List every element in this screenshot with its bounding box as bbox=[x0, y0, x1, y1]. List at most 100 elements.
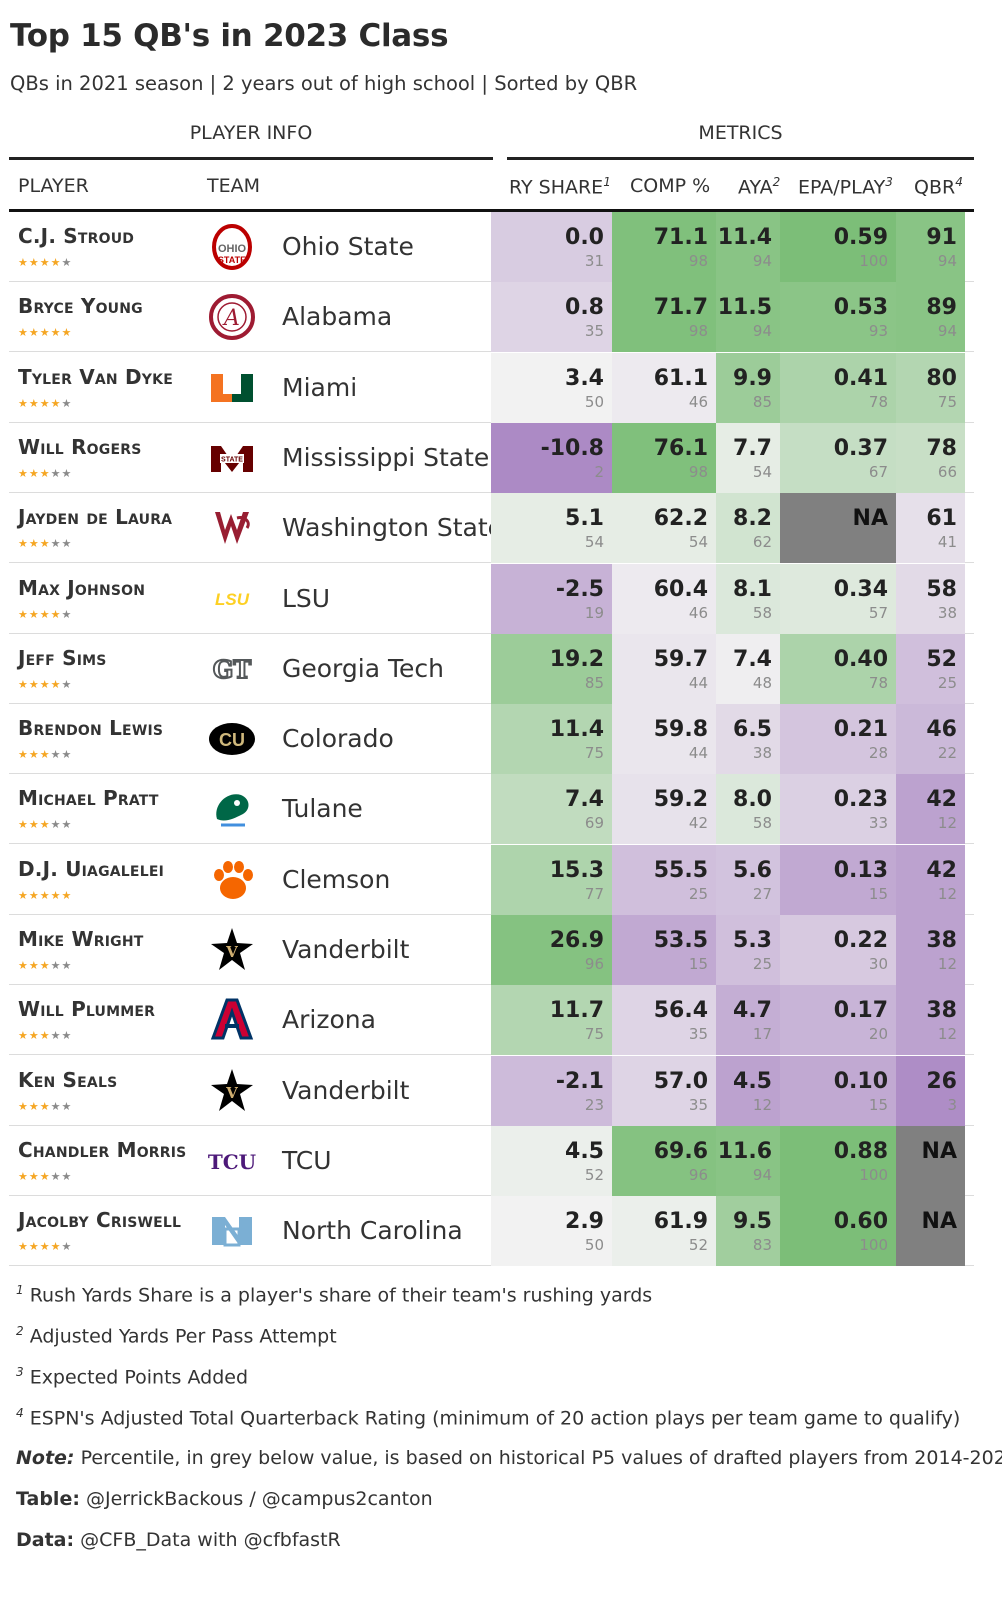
star-icon: ★ bbox=[39, 396, 51, 410]
table-row: Ken Seals ★★★★★ V Vanderbilt -2.1 23 57.0 35 4.5… bbox=[9, 1055, 974, 1126]
vanderbilt-logo: V bbox=[207, 926, 257, 974]
arizona-logo bbox=[207, 996, 257, 1044]
metric-percentile: 98 bbox=[688, 252, 708, 270]
metric-percentile: 54 bbox=[752, 462, 772, 481]
metric-percentile: 62 bbox=[752, 533, 772, 552]
svg-text:TCU: TCU bbox=[208, 1150, 256, 1174]
metric-percentile: 96 bbox=[688, 1165, 708, 1184]
star-icon: ★ bbox=[61, 959, 73, 972]
metric-value: 8.1 bbox=[733, 576, 772, 602]
metric-percentile: 25 bbox=[937, 673, 957, 692]
metric-cell-aya: 7.7 54 bbox=[716, 422, 780, 493]
metric-percentile: 41 bbox=[937, 533, 957, 552]
metric-value: 9.5 bbox=[733, 1209, 772, 1235]
metric-cell-qbr: 91 94 bbox=[896, 212, 965, 282]
metric-value: -2.1 bbox=[555, 1068, 604, 1094]
star-icon: ★ bbox=[28, 466, 40, 480]
metric-cell-comp: 57.0 35 bbox=[612, 1055, 716, 1126]
star-icon: ★ bbox=[50, 1029, 62, 1043]
star-icon: ★ bbox=[28, 396, 40, 410]
star-icon: ★ bbox=[61, 537, 73, 551]
team-name: TCU bbox=[282, 1145, 332, 1175]
metric-value: 0.37 bbox=[833, 435, 888, 461]
metric-percentile: 19 bbox=[584, 603, 604, 622]
metric-percentile: 46 bbox=[688, 603, 708, 622]
metric-cell-aya: 11.5 94 bbox=[716, 282, 780, 353]
metric-value: 0.59 bbox=[833, 225, 888, 250]
metric-value: 5.1 bbox=[565, 506, 604, 532]
metric-cell-qbr: 46 22 bbox=[896, 704, 965, 775]
metric-cell-qbr: NA bbox=[896, 1125, 965, 1196]
star-rating: ★★★★★ bbox=[18, 748, 72, 761]
team-name: Ohio State bbox=[282, 232, 414, 261]
metric-percentile: 94 bbox=[752, 252, 772, 270]
metric-value: 91 bbox=[926, 225, 957, 250]
metric-value: 89 bbox=[926, 295, 957, 321]
table-row: Jayden de Laura ★★★★★ Washington State 5.1 5… bbox=[9, 493, 974, 564]
metric-percentile: 98 bbox=[688, 322, 708, 341]
metric-percentile: 52 bbox=[688, 1236, 708, 1255]
star-icon: ★ bbox=[61, 748, 73, 762]
star-icon: ★ bbox=[18, 1099, 29, 1113]
star-icon: ★ bbox=[39, 256, 51, 269]
metric-percentile: 31 bbox=[584, 252, 604, 270]
credit-line: Table: @JerrickBackous / @campus2canton bbox=[16, 1488, 433, 1510]
metric-value: 15.3 bbox=[549, 857, 604, 883]
star-icon: ★ bbox=[28, 677, 40, 691]
metric-value: 8.2 bbox=[733, 506, 772, 532]
metric-percentile: 48 bbox=[752, 673, 772, 692]
metric-value: 61.9 bbox=[653, 1209, 708, 1235]
metric-cell-qbr: 58 38 bbox=[896, 563, 965, 634]
metric-cell-epa: NA bbox=[780, 493, 896, 564]
page-title: Top 15 QB's in 2023 Class bbox=[10, 18, 449, 54]
metric-value: 76.1 bbox=[653, 435, 708, 461]
metric-value: 11.5 bbox=[717, 295, 772, 321]
metric-value: 59.8 bbox=[653, 717, 708, 743]
mississippi-state-logo: STATE bbox=[207, 434, 257, 482]
metric-percentile: 54 bbox=[584, 533, 604, 552]
star-icon: ★ bbox=[50, 256, 62, 269]
team-name: North Carolina bbox=[282, 1216, 463, 1246]
note-line: Note: Percentile, in grey below value, i… bbox=[16, 1447, 1002, 1469]
metric-cell-qbr: 38 12 bbox=[896, 915, 965, 985]
metric-cell-comp: 53.5 15 bbox=[612, 915, 716, 985]
metric-percentile: 33 bbox=[868, 814, 888, 833]
team-name: Alabama bbox=[282, 302, 393, 332]
star-icon: ★ bbox=[50, 537, 62, 551]
star-icon: ★ bbox=[28, 607, 40, 621]
metric-value: 42 bbox=[926, 857, 957, 883]
star-rating: ★★★★★ bbox=[18, 1170, 72, 1183]
star-icon: ★ bbox=[18, 677, 29, 691]
star-icon: ★ bbox=[50, 1099, 62, 1113]
star-rating: ★★★★★ bbox=[18, 467, 72, 480]
team-name: Miami bbox=[282, 372, 358, 402]
miami-logo bbox=[207, 364, 257, 412]
star-icon: ★ bbox=[50, 888, 62, 902]
page-subtitle: QBs in 2021 season | 2 years out of high… bbox=[10, 72, 638, 95]
metric-percentile: 85 bbox=[752, 392, 772, 411]
team-name: Georgia Tech bbox=[282, 653, 444, 683]
metric-percentile: 3 bbox=[947, 1095, 957, 1114]
column-header-aya: AYA2 bbox=[738, 175, 781, 199]
star-icon: ★ bbox=[39, 1099, 51, 1113]
metric-percentile: 100 bbox=[859, 1165, 888, 1184]
metric-value: 4.5 bbox=[565, 1138, 604, 1164]
metric-percentile: 20 bbox=[868, 1025, 888, 1044]
metric-cell-ry-share: 11.4 75 bbox=[491, 704, 612, 775]
star-rating: ★★★★★ bbox=[18, 959, 72, 972]
column-header-comp: COMP % bbox=[630, 175, 711, 197]
metric-percentile: 38 bbox=[937, 603, 957, 622]
metric-cell-comp: 60.4 46 bbox=[612, 563, 716, 634]
svg-text:OHIO: OHIO bbox=[218, 243, 247, 255]
north-carolina-logo bbox=[207, 1207, 257, 1255]
colorado-logo: CU bbox=[207, 715, 257, 763]
metric-percentile: 58 bbox=[752, 814, 772, 833]
metric-percentile: 15 bbox=[688, 955, 708, 973]
svg-text:V: V bbox=[225, 1084, 238, 1102]
metric-cell-ry-share: 26.9 96 bbox=[491, 915, 612, 985]
metric-value: NA bbox=[921, 1209, 957, 1235]
metric-cell-comp: 59.2 42 bbox=[612, 774, 716, 845]
metric-percentile: 75 bbox=[937, 392, 957, 411]
star-icon: ★ bbox=[61, 818, 73, 832]
metric-percentile: 25 bbox=[752, 955, 772, 973]
